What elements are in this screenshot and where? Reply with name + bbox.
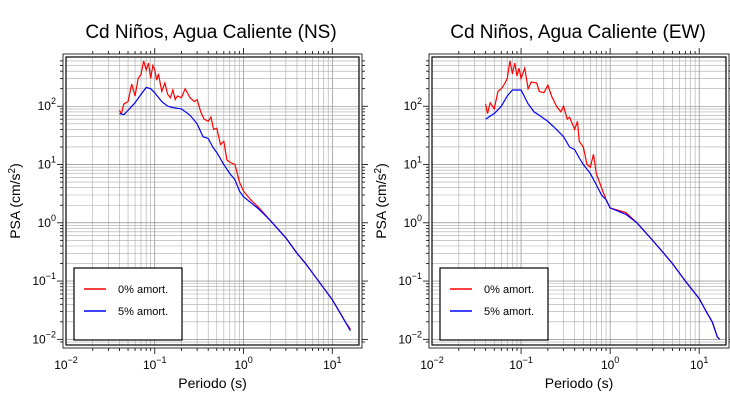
x-tick-label-base: 10 [420,358,434,372]
x-tick-label-base: 10 [509,358,523,372]
x-tick-label-base: 10 [601,358,615,372]
y-tick-label-base: 10 [32,274,46,288]
x-tick-label-exp: 0 [614,355,619,365]
y-axis-label-end: ) [7,163,23,168]
x-tick-label-exp: 1 [703,355,708,365]
y-tick-label-base: 10 [404,99,418,113]
x-tick-label-base: 10 [54,358,68,372]
y-tick-label-exp: −1 [412,271,422,281]
y-axis-label-text: PSA (cm/s [373,173,389,238]
y-tick-label: 10−1 [398,271,422,288]
plot-frame-outer [62,53,363,349]
x-tick-label: 10−1 [509,355,533,372]
y-tick-label: 101 [38,155,56,172]
legend-label: 0% amort. [484,284,534,296]
x-tick-label-exp: 0 [248,355,253,365]
x-tick-label: 10−1 [143,355,167,372]
x-tick-label-exp: −1 [523,355,533,365]
x-tick-label-base: 10 [234,358,248,372]
y-tick-label-base: 10 [38,158,52,172]
x-axis-label: Periodo (s) [545,375,613,391]
y-axis-label-sup: 2 [373,167,384,173]
legend-box [439,267,549,341]
x-tick-label-exp: 1 [336,355,341,365]
y-tick-label-base: 10 [404,158,418,172]
chart-title: Cd Niños, Agua Caliente (EW) [450,22,706,43]
y-tick-label-exp: 2 [417,96,422,106]
x-tick-label: 100 [601,355,619,372]
x-tick-label: 100 [234,355,252,372]
y-tick-label-exp: 0 [417,213,422,223]
x-axis-label: Periodo (s) [178,375,246,391]
y-tick-label-base: 10 [398,332,412,346]
plot-frame-outer [428,53,730,349]
y-tick-label-base: 10 [398,274,412,288]
y-axis-label-sup: 2 [7,167,18,173]
y-tick-label-exp: 0 [51,213,56,223]
y-axis-label-end: ) [373,163,389,168]
y-tick-label: 101 [404,155,422,172]
legend-label: 5% amort. [484,306,534,318]
y-tick-label-exp: −2 [46,329,56,339]
y-axis-label: PSA (cm/s2) [7,163,23,239]
y-tick-label-exp: −1 [46,271,56,281]
y-tick-label: 10−2 [398,329,422,346]
x-tick-label-exp: −2 [68,355,78,365]
series-line-amort-5 [485,89,721,340]
y-tick-label-base: 10 [38,99,52,113]
legend-label: 5% amort. [118,306,168,318]
ticks [57,48,368,354]
series-line-amort-5 [119,86,351,332]
y-axis-label: PSA (cm/s2) [373,163,389,239]
grid [432,57,726,345]
y-tick-label-base: 10 [32,332,46,346]
y-tick-label: 102 [38,96,56,113]
x-tick-label: 101 [690,355,708,372]
x-tick-label-base: 10 [690,358,704,372]
chart-title: Cd Niños, Agua Caliente (NS) [85,22,336,43]
y-tick-label-exp: 2 [51,96,56,106]
legend-label: 0% amort. [118,284,168,296]
legend-box [73,267,183,341]
y-tick-label-exp: 1 [417,155,422,165]
y-tick-label-base: 10 [404,216,418,230]
y-tick-label: 10−2 [32,329,56,346]
y-tick-label-exp: −2 [412,329,422,339]
legend: 0% amort. 5% amort. [73,267,183,341]
plot-frame [65,56,360,346]
x-tick-label: 10−2 [420,355,444,372]
plot-frame [431,56,727,346]
y-tick-label: 102 [404,96,422,113]
y-tick-label: 100 [404,213,422,230]
y-tick-label: 100 [38,213,56,230]
x-tick-label-base: 10 [323,358,337,372]
y-tick-label: 10−1 [32,271,56,288]
legend: 0% amort. 5% amort. [439,267,549,341]
x-tick-label-base: 10 [143,358,157,372]
x-tick-label-exp: −1 [156,355,166,365]
y-tick-label-base: 10 [38,216,52,230]
y-axis-label-text: PSA (cm/s [7,173,23,238]
x-tick-label-exp: −2 [434,355,444,365]
x-tick-label: 10−2 [54,355,78,372]
x-tick-label: 101 [323,355,341,372]
y-tick-label-exp: 1 [51,155,56,165]
